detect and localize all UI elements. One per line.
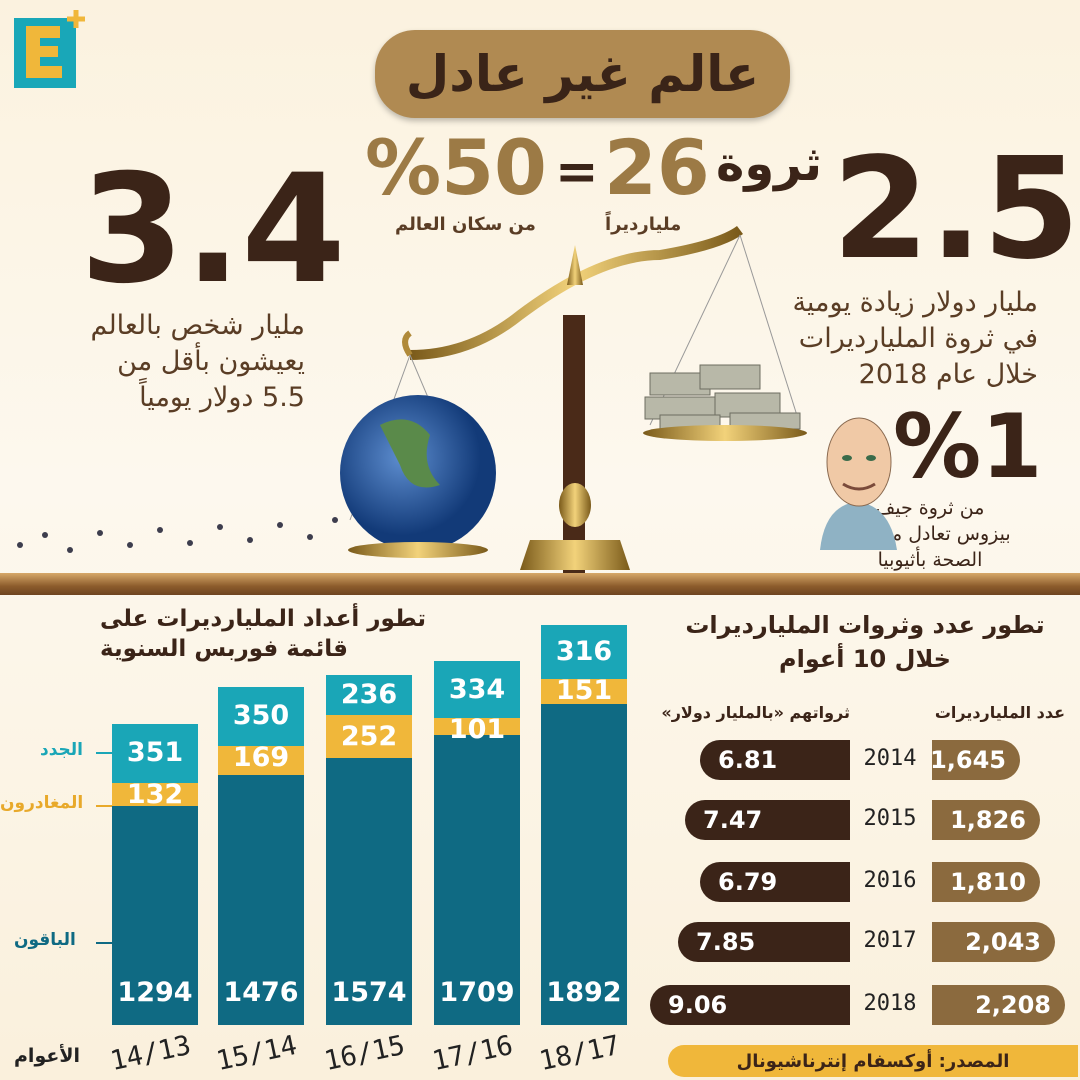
bar-segment: 350 <box>218 686 304 747</box>
x-tick-label: 17/16 <box>429 1029 516 1078</box>
scale-pillar <box>563 315 585 575</box>
data-label: 101 <box>448 714 506 746</box>
scale-beam <box>409 225 743 360</box>
x-tick-label: 16/15 <box>321 1029 408 1078</box>
table-title-line: خلال 10 أعوام <box>779 645 951 673</box>
poor-people-value: 3.4 <box>80 143 346 317</box>
page-title: عالم غير عادل <box>375 30 790 118</box>
x-tick-label: 15/14 <box>213 1029 300 1078</box>
data-label: 169 <box>232 742 290 774</box>
billionaires-count: 26 <box>604 123 710 212</box>
count-value: 1,826 <box>932 800 1040 840</box>
data-label: 252 <box>340 720 398 752</box>
text-line: مليار دولار زيادة يومية <box>792 287 1038 318</box>
column-header-count: عدد المليارديرات <box>934 703 1065 722</box>
bar-segment: 1709 <box>434 735 520 1025</box>
legend-remaining: الباقون <box>14 930 76 950</box>
bezos-percent: %1 <box>893 395 1043 498</box>
shelf-divider <box>0 573 1080 595</box>
data-label: 316 <box>555 635 613 667</box>
bar-segment: 252 <box>326 715 412 759</box>
text-line: مليار شخص بالعالم <box>90 310 305 341</box>
data-label: 236 <box>340 679 398 711</box>
money-stack <box>644 364 801 431</box>
daily-increase-value: 2.5 <box>832 128 1080 291</box>
legend-line <box>96 805 112 807</box>
year-label: 2014 <box>863 746 917 771</box>
bar-segment: 1892 <box>541 704 627 1025</box>
billionaires-label: مليارديراً <box>605 214 682 235</box>
bar-segment: 132 <box>112 779 198 810</box>
year-label: 2015 <box>863 806 917 831</box>
bar-segment: 1294 <box>112 805 198 1025</box>
column-header-wealth: ثرواتهم «بالمليار دولار» <box>661 703 850 722</box>
count-value: 2,043 <box>932 922 1055 962</box>
wealth-value: 7.47 <box>685 800 850 840</box>
data-label: 350 <box>232 700 290 732</box>
chart-title: تطور أعداد المليارديرات على قائمة فوربس … <box>100 606 426 662</box>
year-label: 2017 <box>863 928 917 953</box>
bar-segment: 236 <box>326 675 412 716</box>
count-value: 1,645 <box>930 740 1020 780</box>
table-title-line: تطور عدد وثروات المليارديرات <box>685 611 1045 639</box>
bar-segment: 1574 <box>326 758 412 1025</box>
year-label: 2016 <box>863 868 917 893</box>
data-label: 1476 <box>223 976 299 1008</box>
legend-line <box>96 752 112 754</box>
bar-segment: 1476 <box>218 774 304 1025</box>
legend-line <box>96 942 112 944</box>
wealth-word: ثروة <box>716 136 823 192</box>
wealth-value: 7.85 <box>678 922 850 962</box>
legend-new: الجدد <box>40 740 84 760</box>
bar-segment: 151 <box>541 675 627 706</box>
balance-scale-illustration <box>17 225 807 575</box>
data-label: 1574 <box>331 976 407 1008</box>
population-label: من سكان العالم <box>395 214 536 235</box>
daily-increase-text: مليار دولار زيادة يومية في ثروة المليارد… <box>760 285 1038 393</box>
wealth-value: 6.79 <box>700 862 850 902</box>
data-label: 334 <box>448 673 506 705</box>
bar-segment: 316 <box>541 625 627 679</box>
data-label: 132 <box>126 779 184 811</box>
wealth-value: 6.81 <box>700 740 850 780</box>
bar-segment: 169 <box>218 742 304 775</box>
text-line: 5.5 دولار يومياً <box>139 382 305 413</box>
stacked-bar-chart: 1294 132 351 14/13 1476 169 350 15/14 1574 252 236… <box>0 600 660 1080</box>
text-line: من ثروة جيف <box>875 497 985 519</box>
population-percent: %50 <box>365 123 547 212</box>
text-line: يعيشون بأقل من <box>117 346 305 377</box>
legend-leaving: المغادرون <box>0 793 84 813</box>
poor-people-text: مليار شخص بالعالم يعيشون بأقل من 5.5 دول… <box>40 308 305 416</box>
x-tick-label: 14/13 <box>107 1029 194 1078</box>
data-label: 351 <box>126 737 184 769</box>
text-line: الصحة بأثيوبيا <box>877 549 983 571</box>
count-value: 2,208 <box>932 985 1065 1025</box>
data-label: 1892 <box>546 976 622 1008</box>
bezos-caricature <box>820 417 897 550</box>
wealth-value: 9.06 <box>650 985 850 1025</box>
source-note: المصدر: أوكسفام إنترناشيونال <box>668 1045 1078 1077</box>
crowd <box>17 517 338 553</box>
data-label: 151 <box>555 674 613 706</box>
data-label: 1294 <box>117 976 193 1008</box>
bar-segment: 351 <box>112 723 198 784</box>
bar-segment: 334 <box>434 661 520 719</box>
count-value: 1,810 <box>932 862 1040 902</box>
economy-logo <box>12 10 92 90</box>
data-label: 1709 <box>439 976 515 1008</box>
table-title: تطور عدد وثروات المليارديرات خلال 10 أعو… <box>660 608 1070 676</box>
text-line: خلال عام 2018 <box>858 359 1038 390</box>
x-tick-label: 18/17 <box>536 1029 623 1078</box>
bar-segment: 101 <box>434 714 520 745</box>
year-label: 2018 <box>863 991 917 1016</box>
text-line: في ثروة المليارديرات <box>798 323 1038 354</box>
x-axis-label: الأعوام <box>14 1045 80 1067</box>
equals-sign: = <box>555 142 599 202</box>
